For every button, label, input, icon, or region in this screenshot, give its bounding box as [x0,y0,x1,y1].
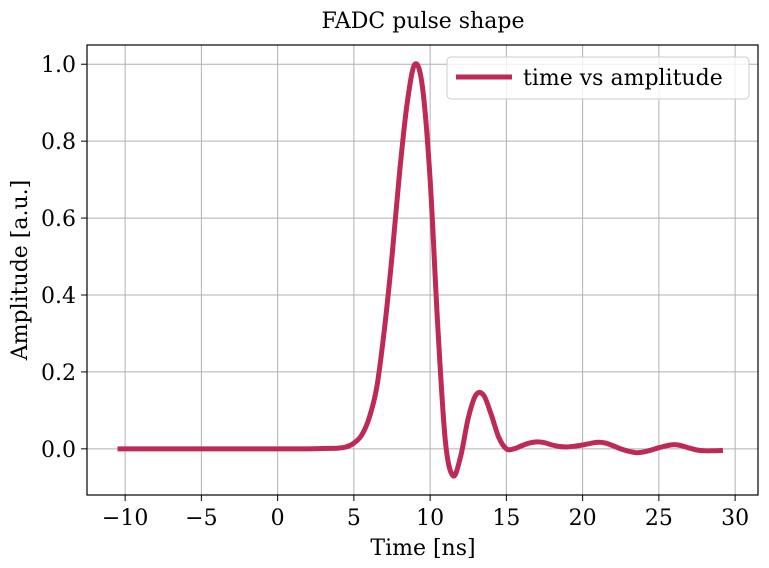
grid-layer [87,45,758,495]
x-axis-label: Time [ns] [370,536,475,561]
series-line [117,61,724,479]
x-tick-label: −10 [102,506,148,531]
y-axis-label: Amplitude [a.u.] [8,180,33,361]
x-tick-label: 10 [416,506,444,531]
axes-frame [86,44,759,496]
tick-layer: −10 −5 0 5 10 15 20 25 30 0.0 0.2 0.4 0.6 0.8 1.0 [41,53,749,531]
y-tick-label: 0.2 [41,361,76,386]
x-tick-label: −5 [185,506,217,531]
y-tick-label: 0.0 [41,438,76,463]
y-tick-label: 0.8 [41,130,76,155]
x-tick-label: 5 [347,506,361,531]
x-tick-label: 30 [721,506,749,531]
y-tick-label: 1.0 [41,53,76,78]
x-tick-label: 15 [492,506,520,531]
chart-title: FADC pulse shape [322,9,525,34]
legend: time vs amplitude [446,56,750,100]
legend-label: time vs amplitude [523,66,723,91]
y-tick-label: 0.4 [41,284,76,309]
y-tick-label: 0.6 [41,207,76,232]
x-tick-label: 0 [271,506,285,531]
legend-box [446,56,750,100]
x-tick-label: 25 [645,506,673,531]
x-tick-label: 20 [569,506,597,531]
series-layer [117,61,724,479]
